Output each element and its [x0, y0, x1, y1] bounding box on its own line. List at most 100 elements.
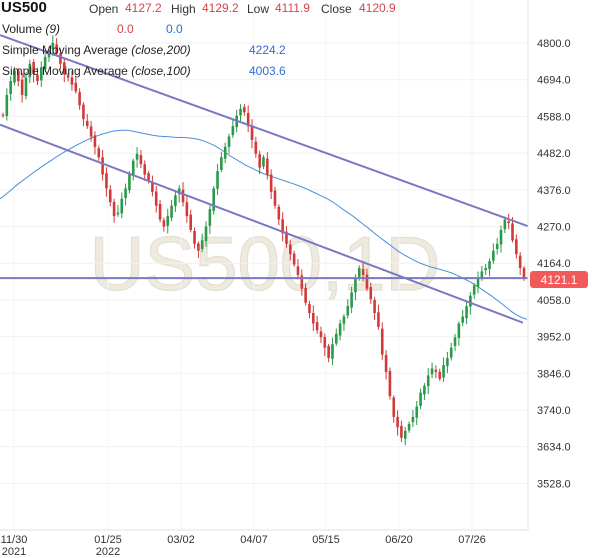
- candle-body: [82, 104, 85, 120]
- candle-body: [361, 269, 365, 275]
- candle-body: [74, 82, 78, 92]
- y-tick-label: 4270.0: [537, 222, 571, 234]
- candle-body: [239, 108, 242, 116]
- candle-body: [223, 146, 227, 159]
- candle-body: [430, 368, 434, 375]
- candle-body: [32, 62, 35, 75]
- candle-body: [139, 155, 143, 165]
- close-value: 4120.9: [359, 1, 396, 15]
- candle-body: [472, 285, 476, 295]
- sma-lines: [0, 129, 528, 320]
- candle-body: [174, 195, 177, 207]
- price-axis[interactable]: 4800.0 4694.0 4588.0 4482.0 4376.0 4270.0 4164…: [527, 0, 571, 530]
- candle-body: [499, 229, 503, 245]
- candle-body: [419, 392, 422, 406]
- candle-body: [17, 70, 20, 82]
- candle-body: [116, 212, 120, 215]
- candle-body: [197, 243, 200, 251]
- candle-body: [457, 323, 461, 338]
- x-tick-label: 06/20: [385, 534, 413, 546]
- candle-body: [377, 312, 380, 327]
- candle-body: [415, 406, 419, 418]
- trend-line-lower[interactable]: [0, 123, 524, 324]
- candle-body: [373, 299, 376, 314]
- candle-body: [453, 337, 457, 346]
- candle-body: [55, 44, 58, 54]
- candle-body: [204, 226, 208, 242]
- y-tick-label: 3952.0: [537, 332, 571, 344]
- candle-body: [350, 292, 353, 308]
- candle-body: [78, 92, 81, 106]
- candle-body: [151, 182, 154, 192]
- candle-body: [66, 75, 70, 78]
- candle-body: [266, 158, 269, 175]
- candle-body: [170, 205, 173, 218]
- candle-body: [469, 295, 472, 307]
- candle-body: [166, 216, 170, 226]
- close-label: Close: [321, 2, 352, 16]
- candle-body: [246, 112, 250, 127]
- candle-body: [124, 188, 127, 199]
- candle-body: [308, 304, 311, 314]
- candle-body: [357, 268, 361, 278]
- volume-value-1: 0.0: [117, 22, 134, 36]
- sma100-name-text: Simple Moving Average: [2, 64, 128, 78]
- candle-body: [449, 347, 453, 358]
- y-tick-label: 3740.0: [537, 405, 571, 417]
- candle-body: [177, 188, 181, 195]
- candle-body: [36, 74, 39, 82]
- sma200-value: 4224.2: [249, 43, 286, 57]
- candle-body: [128, 174, 131, 191]
- candle-body: [327, 345, 330, 359]
- open-label: Open: [89, 2, 119, 16]
- candle-body: [315, 322, 319, 331]
- candle-body: [200, 240, 204, 250]
- candle-body: [407, 423, 411, 431]
- candle-body: [273, 190, 277, 206]
- candle-body: [105, 173, 108, 189]
- candle-body: [423, 385, 426, 395]
- candle-body: [158, 203, 162, 220]
- sma-line: [0, 129, 528, 320]
- volume-name: Volume (9): [2, 22, 60, 36]
- candle-body: [388, 370, 392, 397]
- y-tick-label: 4588.0: [537, 111, 571, 123]
- candle-body: [135, 153, 139, 160]
- candle-body: [147, 173, 150, 182]
- candle-body: [85, 120, 89, 127]
- candle-body: [484, 268, 487, 271]
- candle-body: [185, 202, 189, 217]
- sma100-param: (close,100): [131, 64, 191, 78]
- y-tick-label: 4694.0: [537, 75, 571, 87]
- sma100-name: Simple Moving Average (close,100): [2, 64, 191, 78]
- candle-body: [51, 43, 55, 49]
- candle-body: [442, 364, 445, 378]
- candle-body: [231, 126, 235, 136]
- candle-body: [43, 56, 47, 69]
- y-tick-label: 4800.0: [537, 38, 571, 50]
- volume-value-2: 0.0: [166, 22, 183, 36]
- candle-body: [434, 369, 438, 372]
- candle-body: [461, 316, 465, 323]
- candle-body: [465, 306, 468, 319]
- candle-body: [254, 141, 258, 154]
- candle-body: [70, 77, 74, 85]
- candle-body: [400, 425, 403, 438]
- y-tick-label: 3634.0: [537, 442, 571, 454]
- candle-body: [446, 358, 449, 367]
- candle-body: [120, 198, 124, 214]
- candle-body: [285, 231, 288, 244]
- candle-body: [480, 271, 484, 279]
- trend-lines[interactable]: [0, 34, 529, 324]
- trend-line-upper[interactable]: [0, 34, 529, 228]
- candle-body: [227, 136, 231, 147]
- y-tick-label: 3528.0: [537, 478, 571, 490]
- candle-body: [62, 62, 66, 75]
- candle-body: [346, 306, 350, 316]
- candle-body: [154, 191, 158, 206]
- sma200-param: (close,200): [131, 43, 191, 57]
- candle-body: [438, 371, 442, 379]
- x-tick-label: 01/25: [94, 534, 122, 546]
